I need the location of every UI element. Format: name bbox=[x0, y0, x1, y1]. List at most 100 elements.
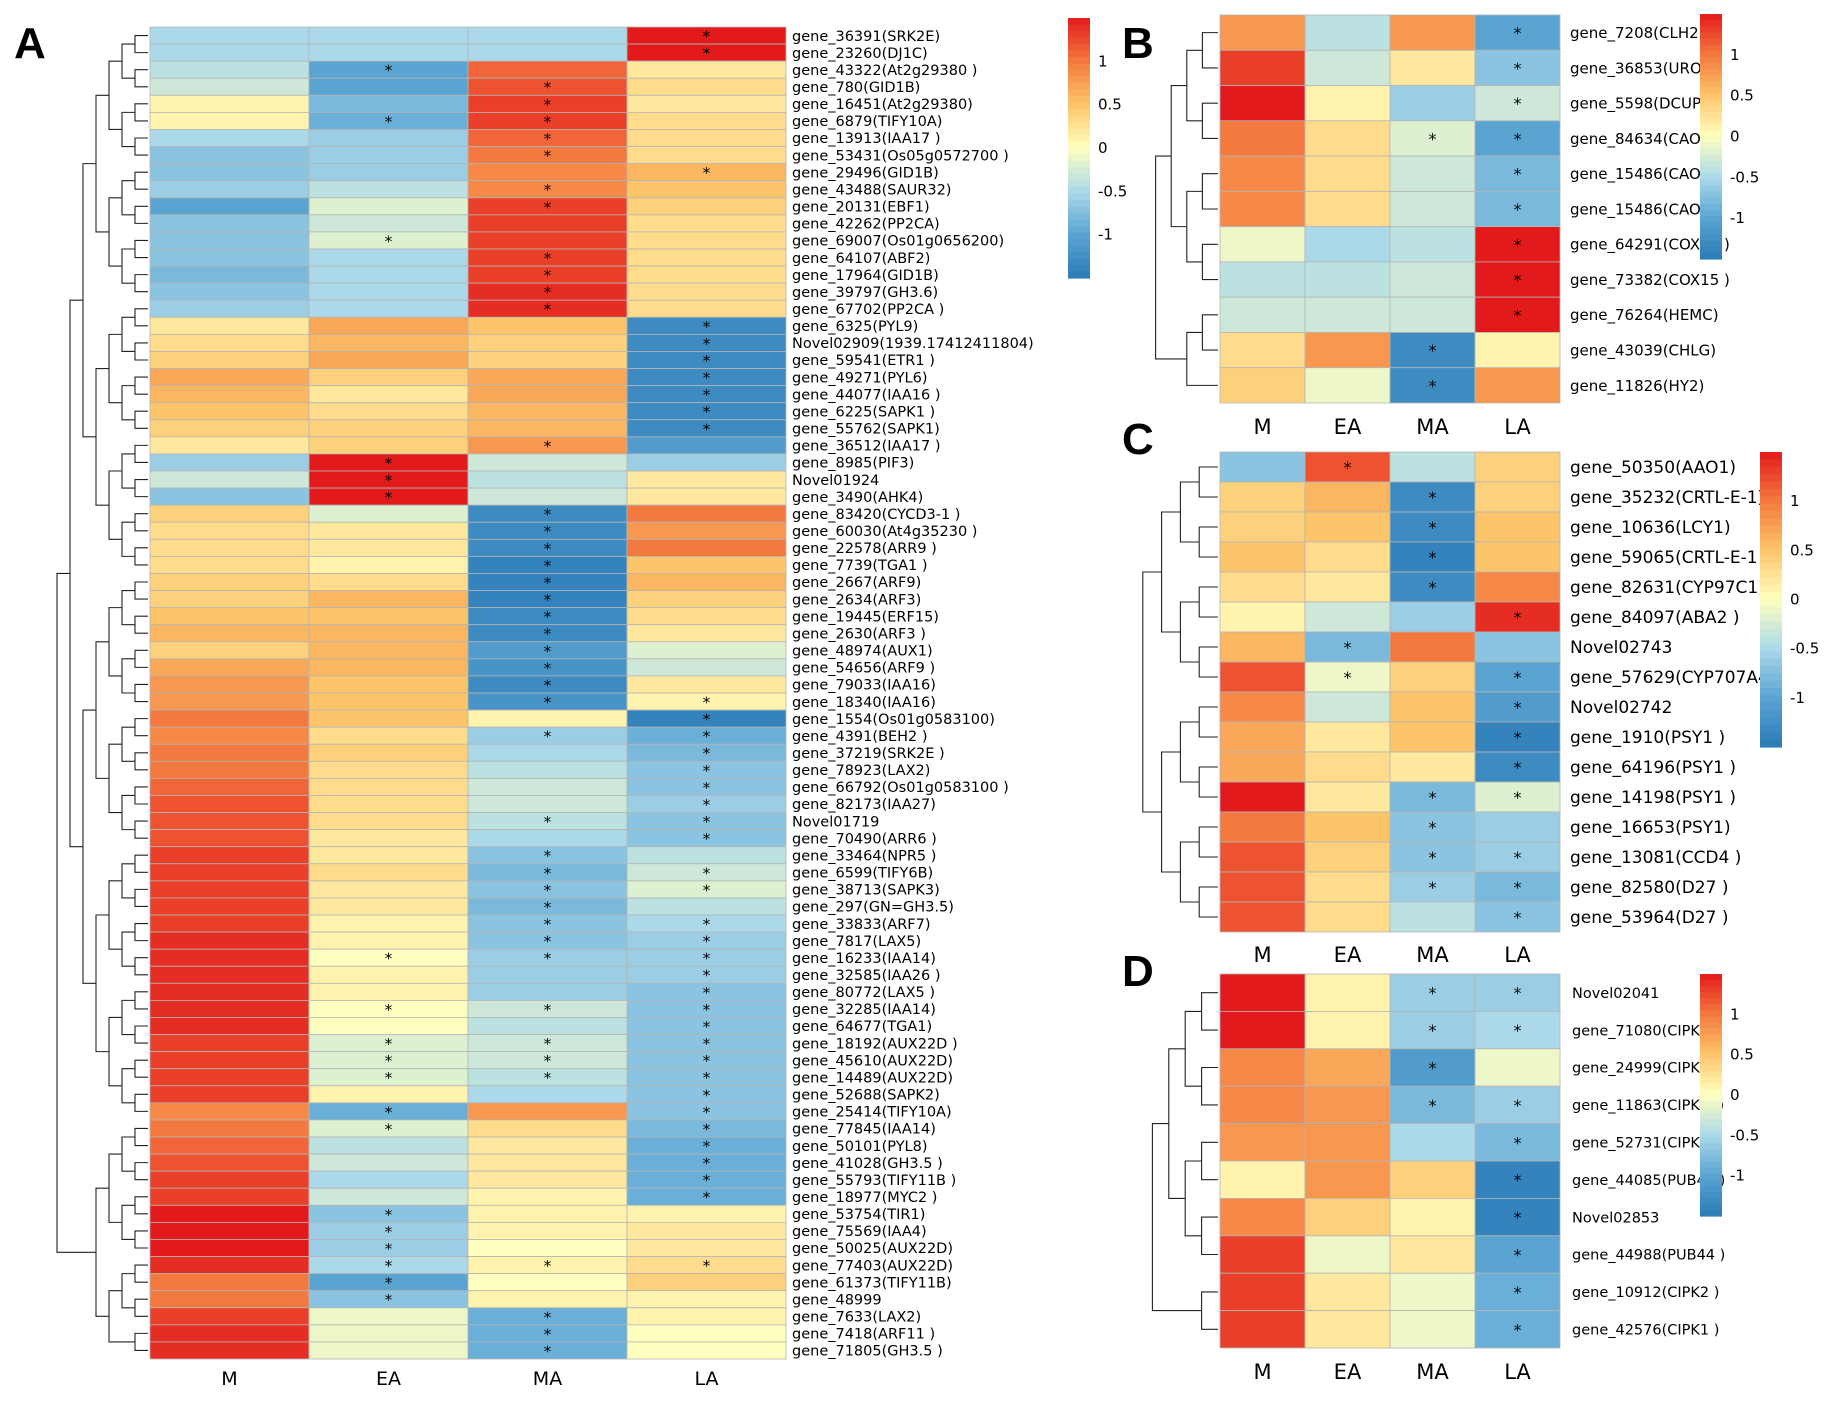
dendrogram-branch bbox=[134, 1196, 148, 1215]
heatmap-cell bbox=[308, 197, 469, 216]
significance-star: * bbox=[385, 1223, 393, 1241]
heatmap-cell bbox=[1304, 661, 1391, 693]
dendrogram-branch bbox=[1170, 84, 1187, 228]
significance-star: * bbox=[703, 318, 711, 336]
heatmap-cell bbox=[1219, 85, 1306, 122]
dendrogram-branch bbox=[1179, 481, 1200, 543]
row-label: gene_39797(GH3.6) bbox=[792, 285, 938, 301]
heatmap-cell bbox=[149, 573, 310, 591]
heatmap-cell bbox=[1304, 120, 1391, 157]
heatmap-cell bbox=[1304, 1048, 1391, 1087]
heatmap-cell bbox=[626, 453, 787, 472]
heatmap-cell bbox=[149, 555, 310, 574]
dendrogram-branch bbox=[1151, 1123, 1202, 1312]
dendrogram-branch bbox=[108, 607, 122, 677]
color-bar-segment bbox=[1068, 193, 1090, 201]
heatmap-cell bbox=[1219, 190, 1306, 228]
color-bar-segment bbox=[1700, 142, 1722, 150]
heatmap-cell bbox=[308, 214, 469, 233]
row-label: gene_20131(EBF1) bbox=[792, 200, 930, 216]
color-bar-segment bbox=[1760, 533, 1782, 542]
dendrogram-branch bbox=[121, 1068, 135, 1104]
column-label: LA bbox=[1504, 943, 1531, 967]
row-label: gene_36391(SRK2E) bbox=[792, 29, 940, 45]
dendrogram-branch bbox=[82, 163, 96, 438]
row-label: gene_73382(COX15 ) bbox=[1570, 271, 1730, 290]
color-bar-segment bbox=[1760, 511, 1782, 519]
color-bar-segment bbox=[1700, 1058, 1722, 1066]
color-bar-segment bbox=[1760, 474, 1782, 483]
color-bar-segment bbox=[1760, 673, 1782, 682]
heatmap-cell bbox=[308, 180, 469, 199]
heatmap-cell bbox=[626, 214, 787, 233]
significance-star: * bbox=[544, 574, 552, 592]
color-bar-segment bbox=[1700, 161, 1722, 168]
dendrogram-branch bbox=[134, 1127, 148, 1147]
row-label: gene_61373(TIFY11B) bbox=[792, 1275, 952, 1291]
color-bar-segment bbox=[1700, 246, 1722, 254]
row-label: gene_64677(TGA1) bbox=[792, 1019, 932, 1035]
heatmap-cell bbox=[1389, 973, 1476, 1012]
color-bar-segment bbox=[1760, 621, 1782, 630]
heatmap-cell bbox=[308, 1017, 469, 1035]
significance-star: * bbox=[544, 284, 552, 302]
significance-star: * bbox=[703, 1138, 711, 1156]
color-bar-tick-label: 0.5 bbox=[1098, 96, 1122, 114]
heatmap-cell bbox=[1389, 1235, 1476, 1274]
color-bar-segment bbox=[1068, 70, 1090, 78]
dendrogram-branch bbox=[134, 1162, 148, 1181]
row-label: gene_54656(ARF9 ) bbox=[792, 661, 935, 677]
heatmap-cell bbox=[467, 795, 628, 813]
significance-star: * bbox=[544, 728, 552, 746]
heatmap-cell bbox=[1219, 601, 1306, 633]
heatmap-cell bbox=[149, 709, 310, 728]
dendrogram-branch bbox=[1161, 751, 1181, 873]
color-bar: 1 0.5 0 -0.5 -1 bbox=[1760, 452, 1819, 748]
color-bar-segment bbox=[1700, 93, 1722, 101]
row-label: gene_43039(CHLG) bbox=[1570, 341, 1716, 360]
color-bar-segment bbox=[1068, 18, 1090, 26]
significance-marks: * * * * * * * * * * * * * bbox=[1429, 984, 1522, 1340]
significance-star: * bbox=[544, 591, 552, 609]
heatmap-cell bbox=[1304, 85, 1391, 122]
significance-star: * bbox=[1429, 376, 1437, 395]
heatmap-cell bbox=[149, 1119, 310, 1138]
heatmap-cell bbox=[1474, 751, 1561, 783]
row-label: gene_48999 bbox=[792, 1292, 882, 1308]
heatmap-cell bbox=[626, 1341, 787, 1360]
heatmap-cell bbox=[467, 760, 628, 779]
heatmap-cell bbox=[467, 351, 628, 369]
heatmap-cell bbox=[626, 60, 787, 79]
dendrogram-branch bbox=[121, 1136, 135, 1172]
heatmap-cell bbox=[1474, 631, 1561, 663]
heatmap-cell bbox=[1474, 1310, 1561, 1349]
dendrogram-branch bbox=[108, 333, 122, 404]
heatmap-cell bbox=[1474, 1011, 1561, 1050]
dendrogram-branch bbox=[108, 880, 122, 950]
significance-star: * bbox=[703, 779, 711, 797]
heatmap-cell bbox=[1219, 1272, 1306, 1311]
color-bar-segment bbox=[1760, 452, 1782, 460]
heatmap-cell bbox=[1389, 721, 1476, 753]
row-label: gene_14489(AUX22D) bbox=[792, 1070, 953, 1086]
color-bar-segment bbox=[1700, 1155, 1722, 1163]
significance-star: * bbox=[1429, 578, 1437, 597]
heatmap-cell bbox=[1474, 332, 1561, 369]
heatmap-cell bbox=[308, 914, 469, 933]
color-bar-segment bbox=[1700, 1064, 1722, 1072]
significance-star: * bbox=[1514, 1021, 1522, 1040]
heatmap-cell bbox=[467, 316, 628, 335]
row-label: gene_17964(GID1B) bbox=[792, 268, 939, 284]
heatmap-cell bbox=[1304, 1123, 1391, 1162]
significance-star: * bbox=[1429, 518, 1437, 537]
dendrogram-branch bbox=[1186, 49, 1203, 122]
color-bar-segment bbox=[1068, 76, 1090, 84]
heatmap-cell bbox=[308, 1085, 469, 1104]
color-bar-segment bbox=[1700, 69, 1722, 76]
heatmap-cell bbox=[308, 777, 469, 796]
column-label: M bbox=[1253, 1360, 1271, 1384]
dendrogram-branch bbox=[1184, 1010, 1202, 1087]
panel-letter-c: C bbox=[1122, 415, 1154, 464]
heatmap-cell bbox=[1304, 296, 1391, 333]
heatmap-cell bbox=[1389, 1310, 1476, 1349]
